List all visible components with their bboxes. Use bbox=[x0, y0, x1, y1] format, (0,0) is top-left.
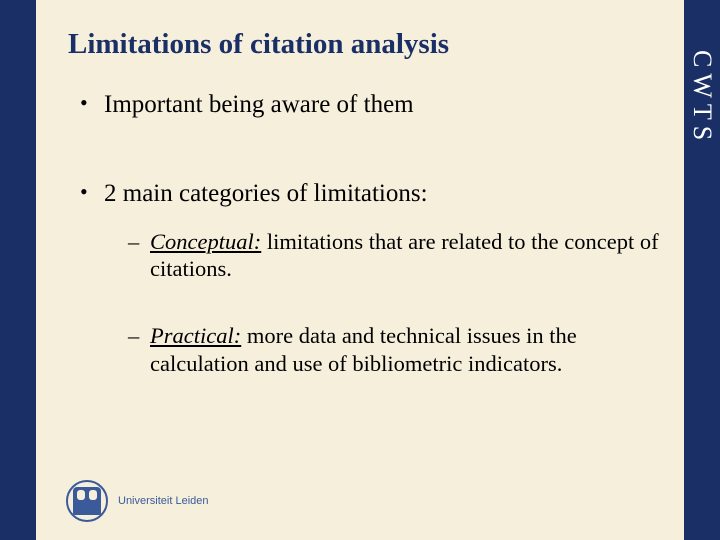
sub-lead: Practical: bbox=[150, 323, 241, 348]
left-sidebar bbox=[0, 0, 36, 540]
slide: Limitations of citation analysis Importa… bbox=[0, 0, 720, 540]
bullet-text: 2 main categories of limitations: bbox=[104, 180, 428, 207]
university-name: Universiteit Leiden bbox=[118, 495, 209, 507]
sub-item: Conceptual: limitations that are related… bbox=[128, 228, 664, 283]
bullet-item: Important being aware of them bbox=[74, 89, 664, 120]
sub-lead: Conceptual: bbox=[150, 229, 261, 254]
bullet-text: Important being aware of them bbox=[104, 91, 414, 118]
right-sidebar: CWTS bbox=[684, 0, 720, 540]
slide-title: Limitations of citation analysis bbox=[64, 28, 664, 61]
university-seal-icon bbox=[66, 480, 108, 522]
sub-list: Conceptual: limitations that are related… bbox=[104, 228, 664, 378]
bullet-item: 2 main categories of limitations: Concep… bbox=[74, 178, 664, 377]
content-area: Limitations of citation analysis Importa… bbox=[36, 0, 684, 540]
sub-item: Practical: more data and technical issue… bbox=[128, 322, 664, 377]
right-sidebar-label: CWTS bbox=[687, 50, 717, 146]
bullet-list: Important being aware of them 2 main cat… bbox=[64, 89, 664, 377]
footer-logo: Universiteit Leiden bbox=[66, 480, 209, 522]
